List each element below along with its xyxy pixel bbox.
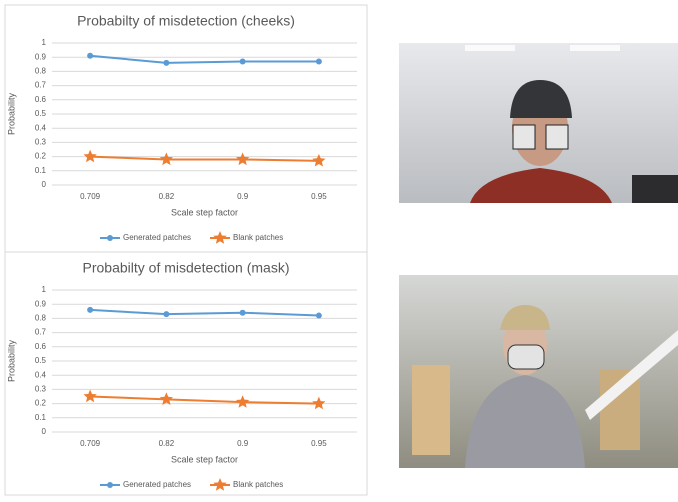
y-tick-label: 0.5 xyxy=(35,109,47,118)
y-tick-label: 1 xyxy=(42,285,47,294)
series-line xyxy=(90,308,319,317)
chart-frame xyxy=(4,251,368,496)
y-tick-label: 0.3 xyxy=(35,138,47,147)
y-tick-label: 0.8 xyxy=(35,67,47,76)
legend-label: Generated patches xyxy=(123,233,191,242)
y-tick-label: 0.2 xyxy=(35,399,47,408)
data-point xyxy=(83,389,97,403)
y-tick-label: 0.8 xyxy=(35,314,47,323)
legend-label: Generated patches xyxy=(123,480,191,489)
data-point xyxy=(87,52,94,59)
legend-marker xyxy=(107,482,113,488)
y-tick-label: 0.6 xyxy=(35,95,47,104)
y-tick-label: 0.6 xyxy=(35,342,47,351)
chart-title: Probabilty of misdetection (mask) xyxy=(83,260,290,276)
data-point xyxy=(312,396,326,410)
y-axis-label: Probability xyxy=(6,339,16,382)
chart-title: Probabilty of misdetection (cheeks) xyxy=(77,13,295,29)
data-point xyxy=(312,153,326,167)
y-tick-label: 0.1 xyxy=(35,166,47,175)
data-point xyxy=(159,152,173,166)
y-tick-label: 0 xyxy=(42,427,47,436)
x-tick-label: 0.9 xyxy=(237,192,249,201)
y-tick-label: 0.4 xyxy=(35,370,47,379)
x-tick-label: 0.95 xyxy=(311,192,327,201)
data-point xyxy=(315,58,322,65)
x-axis-label: Scale step factor xyxy=(171,207,238,217)
y-tick-label: 0 xyxy=(42,180,47,189)
y-tick-label: 0.9 xyxy=(35,52,47,61)
series-line xyxy=(90,155,319,162)
photo-cheeks xyxy=(399,43,678,203)
y-tick-label: 0.3 xyxy=(35,385,47,394)
data-point xyxy=(83,149,97,163)
data-point xyxy=(239,309,246,316)
y-tick-label: 0.9 xyxy=(35,299,47,308)
y-tick-label: 0.1 xyxy=(35,413,47,422)
data-point xyxy=(239,58,246,65)
y-tick-label: 0.7 xyxy=(35,81,47,90)
y-axis-label: Probability xyxy=(6,92,16,135)
x-tick-label: 0.9 xyxy=(237,439,249,448)
x-tick-label: 0.709 xyxy=(80,439,101,448)
legend-marker xyxy=(107,235,113,241)
series-line xyxy=(90,54,319,64)
legend-marker xyxy=(213,478,227,491)
x-tick-label: 0.709 xyxy=(80,192,101,201)
data-point xyxy=(236,152,250,166)
legend-marker xyxy=(213,231,227,244)
series-line xyxy=(90,395,319,405)
y-tick-label: 0.4 xyxy=(35,123,47,132)
x-tick-label: 0.95 xyxy=(311,439,327,448)
data-point xyxy=(163,311,170,318)
y-tick-label: 1 xyxy=(42,38,47,47)
x-axis-label: Scale step factor xyxy=(171,454,238,464)
legend-label: Blank patches xyxy=(233,480,283,489)
x-tick-label: 0.82 xyxy=(159,192,175,201)
y-tick-label: 0.5 xyxy=(35,356,47,365)
legend-label: Blank patches xyxy=(233,233,283,242)
data-point xyxy=(315,312,322,319)
y-tick-label: 0.2 xyxy=(35,152,47,161)
y-tick-label: 0.7 xyxy=(35,328,47,337)
data-point xyxy=(236,395,250,408)
photo-mask xyxy=(399,275,678,468)
x-tick-label: 0.82 xyxy=(159,439,175,448)
data-point xyxy=(159,392,173,405)
data-point xyxy=(163,59,170,66)
data-point xyxy=(87,306,94,313)
